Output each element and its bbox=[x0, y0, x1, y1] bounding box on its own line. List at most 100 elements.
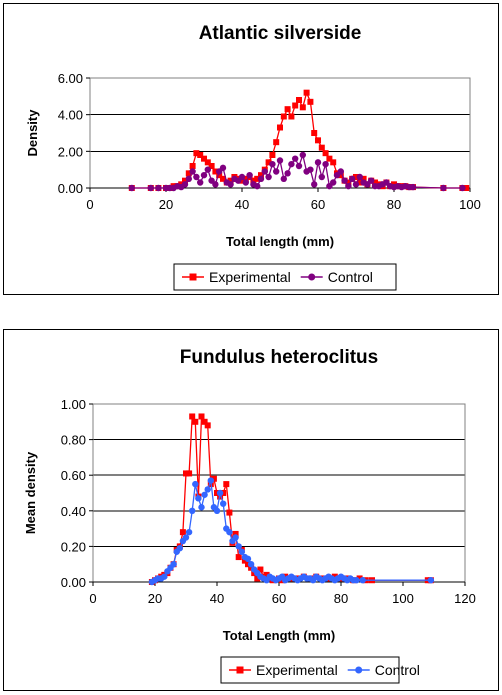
x-tick-label: 40 bbox=[210, 591, 224, 606]
x-axis-label: Total length (mm) bbox=[226, 234, 334, 249]
x-axis-label: Total Length (mm) bbox=[223, 628, 335, 643]
data-point-control bbox=[244, 555, 252, 563]
data-point-control bbox=[147, 184, 154, 192]
data-point-control bbox=[195, 495, 202, 502]
plot-area bbox=[92, 403, 466, 583]
data-point-control bbox=[269, 160, 276, 168]
data-point-experimental bbox=[307, 98, 314, 105]
data-point-experimental bbox=[269, 152, 276, 158]
data-point-experimental bbox=[318, 144, 325, 151]
data-point-experimental bbox=[186, 470, 193, 477]
y-tick-label: 0.40 bbox=[61, 504, 86, 519]
data-point-experimental bbox=[265, 159, 272, 166]
data-point-experimental bbox=[212, 168, 219, 175]
legend: Experimental Control bbox=[220, 656, 420, 684]
data-point-control bbox=[197, 179, 204, 186]
data-point-experimental bbox=[179, 529, 186, 536]
data-point-experimental bbox=[292, 102, 299, 109]
data-point-control bbox=[353, 577, 360, 584]
data-point-control bbox=[261, 168, 268, 175]
data-point-control bbox=[204, 486, 211, 493]
data-point-control bbox=[311, 181, 318, 188]
data-point-experimental bbox=[337, 172, 344, 179]
y-tick-label: 0.20 bbox=[61, 539, 86, 554]
y-tick-label: 0.60 bbox=[61, 468, 86, 483]
data-point-experimental bbox=[360, 175, 367, 182]
data-point-control bbox=[170, 561, 177, 568]
data-point-control bbox=[185, 175, 192, 183]
y-axis-label: Mean density bbox=[23, 451, 38, 534]
data-point-control bbox=[254, 182, 261, 190]
data-point-control bbox=[185, 528, 193, 536]
x-tick-label: 100 bbox=[459, 197, 481, 212]
data-point-experimental bbox=[227, 177, 234, 184]
data-point-control bbox=[459, 184, 466, 192]
data-point-control bbox=[440, 184, 447, 192]
data-point-control bbox=[204, 166, 211, 173]
y-tick-label: 0.00 bbox=[58, 181, 83, 196]
data-point-control bbox=[284, 170, 291, 177]
data-point-control bbox=[189, 507, 196, 514]
legend-marker-experimental bbox=[236, 666, 244, 674]
y-tick-label: 4.00 bbox=[58, 108, 83, 123]
chart-panel-fundulus-heteroclitus: Fundulus heteroclitus 0.00 0.20 0.40 0.60 0.8… bbox=[3, 329, 499, 691]
data-point-experimental bbox=[226, 509, 233, 516]
data-point-control bbox=[235, 543, 242, 550]
data-point-experimental bbox=[463, 185, 470, 191]
data-point-control bbox=[198, 504, 205, 511]
legend-marker-control bbox=[355, 666, 363, 674]
data-point-control bbox=[273, 168, 280, 175]
data-point-experimental bbox=[322, 150, 329, 157]
data-point-control bbox=[200, 171, 208, 179]
data-point-control bbox=[213, 507, 221, 514]
data-point-experimental bbox=[193, 150, 200, 157]
data-point-experimental bbox=[189, 163, 196, 169]
data-point-control bbox=[182, 534, 190, 541]
legend-label-control: Control bbox=[375, 662, 420, 678]
y-tick-label: 2.00 bbox=[58, 144, 83, 159]
data-point-experimental bbox=[250, 177, 257, 184]
data-point-control bbox=[427, 577, 435, 584]
x-tick-label: 40 bbox=[235, 197, 249, 212]
data-point-control bbox=[318, 173, 325, 181]
x-tick-label: 100 bbox=[392, 591, 414, 606]
data-point-control bbox=[161, 573, 168, 580]
y-tick-label: 6.00 bbox=[58, 71, 83, 86]
data-point-experimental bbox=[210, 475, 217, 482]
chart-title: Atlantic silverside bbox=[199, 23, 362, 44]
data-point-control bbox=[299, 151, 306, 159]
data-point-control bbox=[368, 177, 375, 184]
data-point-control bbox=[288, 160, 295, 168]
data-point-control bbox=[322, 160, 329, 168]
data-point-experimental bbox=[315, 137, 321, 144]
data-point-experimental bbox=[356, 179, 363, 186]
data-point-experimental bbox=[204, 159, 211, 166]
data-point-control bbox=[295, 162, 303, 170]
data-point-control bbox=[345, 182, 352, 190]
data-point-experimental bbox=[192, 418, 199, 425]
data-point-experimental bbox=[241, 557, 248, 564]
data-point-experimental bbox=[257, 566, 264, 573]
data-point-experimental bbox=[372, 179, 378, 186]
data-point-experimental bbox=[345, 179, 352, 186]
x-tick-label: 20 bbox=[159, 197, 173, 212]
data-point-control bbox=[242, 179, 249, 186]
data-point-control bbox=[409, 183, 417, 191]
x-tick-label: 80 bbox=[334, 591, 348, 606]
data-point-experimental bbox=[296, 97, 302, 103]
data-point-control bbox=[292, 155, 299, 162]
data-point-experimental bbox=[189, 413, 196, 420]
data-point-experimental bbox=[201, 155, 207, 162]
x-tick-label: 120 bbox=[454, 591, 476, 606]
data-point-experimental bbox=[239, 177, 245, 184]
data-point-experimental bbox=[353, 174, 359, 180]
data-point-experimental bbox=[235, 554, 242, 561]
data-point-experimental bbox=[198, 413, 205, 420]
data-point-experimental bbox=[216, 172, 223, 179]
x-tick-label: 0 bbox=[89, 591, 96, 606]
data-point-control bbox=[246, 171, 253, 179]
data-point-experimental bbox=[185, 170, 192, 177]
data-point-experimental bbox=[284, 106, 291, 113]
x-tick-label: 0 bbox=[86, 197, 93, 212]
data-point-experimental bbox=[208, 163, 215, 169]
